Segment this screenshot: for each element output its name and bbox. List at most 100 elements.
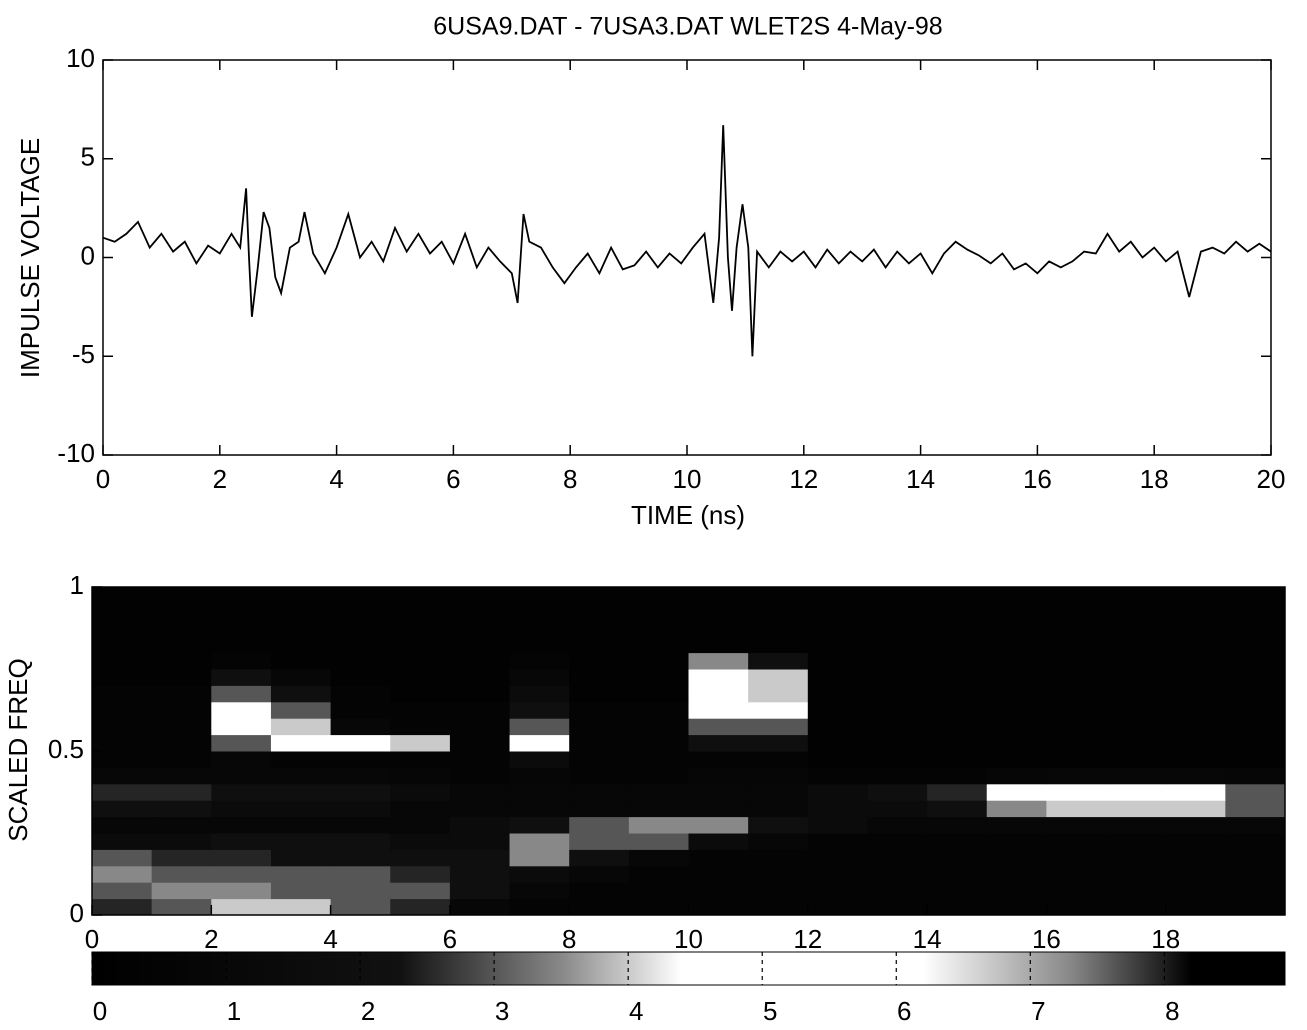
heat-cell (629, 653, 689, 670)
heat-cell (390, 882, 450, 899)
heat-cell (331, 653, 391, 670)
heat-cell (271, 718, 331, 735)
heat-cell (1166, 817, 1226, 834)
heat-cell (808, 718, 868, 735)
heat-cell (390, 751, 450, 768)
heat-cell (808, 653, 868, 670)
heat-cell (390, 620, 450, 637)
heat-cell (987, 669, 1047, 686)
heat-cell (211, 587, 271, 604)
heat-cell (1046, 718, 1106, 735)
heat-cell (510, 882, 570, 899)
heat-cell (1166, 685, 1226, 702)
heat-cell (1106, 587, 1166, 604)
heat-cell (510, 833, 570, 850)
heat-cell (1166, 669, 1226, 686)
x-tick-label: 10 (674, 924, 703, 954)
heat-cell (569, 767, 629, 784)
heat-cell (867, 735, 927, 752)
heat-cell (867, 833, 927, 850)
heat-cell (748, 636, 808, 653)
heat-cell (867, 702, 927, 719)
heat-cell (1225, 702, 1285, 719)
heat-cell (1106, 817, 1166, 834)
heat-cell (1046, 603, 1106, 620)
heat-cell (569, 849, 629, 866)
x-tick-label: 16 (1023, 464, 1052, 494)
heat-cell (271, 882, 331, 899)
heat-cell (808, 784, 868, 801)
colorbar-tick-label: 2 (361, 996, 375, 1026)
x-tick-label: 0 (85, 924, 99, 954)
heat-cell (569, 603, 629, 620)
colorbar-tick-label: 8 (1165, 996, 1179, 1026)
x-tick-label: 0 (96, 464, 110, 494)
heat-cell (689, 735, 749, 752)
heat-cell (152, 784, 212, 801)
heat-cell (689, 636, 749, 653)
heat-cell (1166, 702, 1226, 719)
heat-cell (927, 833, 987, 850)
heat-cell (450, 735, 510, 752)
heat-cell (271, 751, 331, 768)
heat-cell (1046, 702, 1106, 719)
heat-cell (271, 702, 331, 719)
heat-cell (987, 735, 1047, 752)
heat-cell (92, 702, 152, 719)
heat-cell (331, 636, 391, 653)
heat-cell (569, 587, 629, 604)
heat-cell (92, 767, 152, 784)
heat-cell (689, 620, 749, 637)
heat-cell (748, 849, 808, 866)
heat-cell (808, 735, 868, 752)
heat-cell (689, 702, 749, 719)
heat-cell (1106, 882, 1166, 899)
heat-cell (1225, 849, 1285, 866)
heat-cell (569, 784, 629, 801)
heat-cell (808, 751, 868, 768)
heat-cell (331, 833, 391, 850)
colorbar-tick-label: 1 (227, 996, 241, 1026)
heat-cell (1166, 587, 1226, 604)
heat-cell (1046, 685, 1106, 702)
heat-cell (211, 718, 271, 735)
heat-cell (152, 817, 212, 834)
heat-cell (390, 587, 450, 604)
heat-cell (569, 702, 629, 719)
heat-cell (867, 587, 927, 604)
heat-cell (748, 751, 808, 768)
heat-cell (92, 800, 152, 817)
heat-cell (808, 669, 868, 686)
heat-cell (569, 636, 629, 653)
heat-cell (510, 817, 570, 834)
heat-cell (689, 866, 749, 883)
heat-cell (510, 866, 570, 883)
x-tick-label: 6 (446, 464, 460, 494)
heat-cell (748, 833, 808, 850)
heat-cell (689, 751, 749, 768)
heat-cell (211, 702, 271, 719)
heat-cell (629, 767, 689, 784)
heat-cell (629, 685, 689, 702)
heat-cell (271, 620, 331, 637)
heat-cell (331, 718, 391, 735)
heat-cell (748, 735, 808, 752)
heat-cell (152, 685, 212, 702)
heat-cell (748, 882, 808, 899)
heat-cell (1106, 866, 1166, 883)
heat-cell (1046, 653, 1106, 670)
x-tick-label: 12 (789, 464, 818, 494)
heat-cell (927, 817, 987, 834)
heat-cell (152, 849, 212, 866)
heat-cell (867, 849, 927, 866)
heat-cell (450, 899, 510, 916)
colorbar-tick-label: 0 (93, 996, 107, 1026)
heat-cell (629, 603, 689, 620)
heat-cell (629, 833, 689, 850)
heat-cell (510, 636, 570, 653)
heat-cell (1166, 866, 1226, 883)
heat-cell (510, 603, 570, 620)
heat-cell (1046, 833, 1106, 850)
x-tick-label: 12 (793, 924, 822, 954)
heat-cell (271, 849, 331, 866)
